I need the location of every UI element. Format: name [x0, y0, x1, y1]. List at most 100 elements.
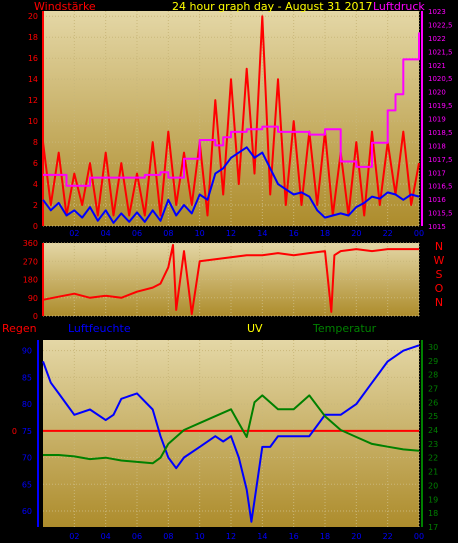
rain-tick-label: 0 [12, 427, 17, 436]
y-tick-label-pressure: 1017 [428, 169, 446, 177]
humidity-legend: Luftfeuchte [68, 322, 131, 335]
y-tick-label-humidity: 65 [22, 480, 32, 489]
series-line-direction [42, 244, 419, 315]
direction-letter: O [435, 282, 444, 295]
y-tick-label-temperature: 22 [428, 454, 438, 463]
y-tick-label-temperature: 18 [428, 509, 438, 518]
y-tick-label-humidity: 75 [22, 427, 32, 436]
x-tick-label: 16 [289, 532, 299, 541]
y-tick-label-pressure: 1017,5 [428, 156, 453, 164]
x-tick-label: 08 [163, 532, 173, 541]
y-tick-label-wind: 12 [28, 96, 38, 105]
x-tick-label: 20 [351, 532, 361, 541]
y-tick-label-direction: 360 [23, 239, 38, 248]
y-tick-label-pressure: 1018,5 [428, 129, 453, 137]
y-tick-label-pressure: 1015,5 [428, 210, 453, 218]
x-tick-label: 00 [414, 532, 424, 541]
y-tick-label-pressure: 1022 [428, 35, 446, 43]
y-tick-label-temperature: 19 [428, 495, 438, 504]
y-tick-label-wind: 8 [33, 138, 38, 147]
y-tick-label-pressure: 1019,5 [428, 102, 453, 110]
y-tick-label-direction: 180 [23, 276, 38, 285]
y-tick-label-direction: 270 [23, 257, 38, 266]
x-tick-label: 02 [69, 229, 79, 238]
y-tick-label-temperature: 20 [428, 481, 438, 490]
x-tick-label: 18 [320, 229, 330, 238]
x-tick-label: 04 [101, 532, 111, 541]
y-tick-label-pressure: 1019 [428, 116, 446, 124]
y-tick-label-temperature: 29 [428, 357, 438, 366]
y-tick-label-temperature: 24 [428, 426, 438, 435]
y-tick-label-direction: 0 [33, 312, 38, 321]
x-tick-label: 08 [163, 229, 173, 238]
rain-axis-title: Regen [2, 322, 37, 335]
y-tick-label-temperature: 25 [428, 412, 438, 421]
y-tick-label-temperature: 26 [428, 398, 438, 407]
pressure-axis-title: Luftdruck [373, 0, 425, 13]
y-tick-label-wind: 10 [28, 117, 38, 126]
x-tick-label: 06 [132, 532, 142, 541]
y-tick-label-wind: 6 [33, 159, 38, 168]
y-tick-label-direction: 90 [28, 294, 38, 303]
y-tick-label-temperature: 21 [428, 468, 438, 477]
y-tick-label-temperature: 17 [428, 523, 438, 532]
series-line-pressure [43, 32, 420, 187]
y-tick-label-humidity: 80 [22, 400, 32, 409]
x-tick-label: 12 [226, 532, 236, 541]
y-tick-label-pressure: 1021,5 [428, 48, 453, 56]
direction-letter: N [435, 240, 443, 253]
y-tick-label-wind: 4 [33, 180, 38, 189]
x-tick-label: 10 [195, 229, 205, 238]
x-tick-label: 22 [383, 229, 393, 238]
y-tick-label-pressure: 1020,5 [428, 75, 453, 83]
y-tick-label-pressure: 1020 [428, 89, 446, 97]
y-tick-label-humidity: 85 [22, 373, 32, 382]
y-tick-label-pressure: 1023 [428, 8, 446, 16]
y-tick-label-wind: 16 [28, 54, 38, 63]
y-tick-label-pressure: 1018 [428, 142, 446, 150]
y-tick-label-temperature: 23 [428, 440, 438, 449]
temperature-legend: Temperatur [312, 322, 377, 335]
direction-letter: W [434, 254, 445, 267]
x-tick-label: 02 [69, 532, 79, 541]
y-tick-label-pressure: 1016,5 [428, 183, 453, 191]
y-tick-label-pressure: 1021 [428, 62, 446, 70]
series-line-wind [42, 15, 420, 217]
direction-letter: N [435, 296, 443, 309]
series-line-wind-average [42, 146, 420, 224]
x-tick-label: 10 [195, 532, 205, 541]
x-tick-label: 14 [257, 229, 267, 238]
uv-legend: UV [247, 322, 263, 335]
x-tick-label: 16 [289, 229, 299, 238]
y-tick-label-pressure: 1015 [428, 223, 446, 231]
y-tick-label-humidity: 60 [22, 507, 32, 516]
x-tick-label: 22 [383, 532, 393, 541]
series-line-temperature [43, 394, 420, 465]
chart-title: 24 hour graph day - August 31 2017 [172, 0, 373, 13]
y-tick-label-wind: 20 [28, 12, 38, 21]
wind-panel-bg [43, 11, 419, 226]
y-tick-label-wind: 2 [33, 201, 38, 210]
y-tick-label-pressure: 1016 [428, 196, 446, 204]
y-tick-label-humidity: 70 [22, 454, 32, 463]
y-tick-label-temperature: 27 [428, 384, 438, 393]
y-tick-label-temperature: 28 [428, 371, 438, 380]
y-tick-label-pressure: 1022,5 [428, 21, 453, 29]
x-tick-label: 20 [351, 229, 361, 238]
x-tick-label: 06 [132, 229, 142, 238]
y-tick-label-wind: 18 [28, 33, 38, 42]
y-tick-label-wind: 14 [28, 75, 38, 84]
x-tick-label: 00 [414, 229, 424, 238]
x-tick-label: 12 [226, 229, 236, 238]
direction-letter: S [436, 268, 443, 281]
y-tick-label-humidity: 90 [22, 347, 32, 356]
series-line-humidity [42, 344, 420, 523]
wind-axis-title: Windstärke [34, 0, 96, 13]
x-tick-label: 14 [257, 532, 267, 541]
y-tick-label-wind: 0 [33, 222, 38, 231]
y-tick-label-temperature: 30 [428, 343, 438, 352]
x-tick-label: 04 [101, 229, 111, 238]
x-tick-label: 18 [320, 532, 330, 541]
